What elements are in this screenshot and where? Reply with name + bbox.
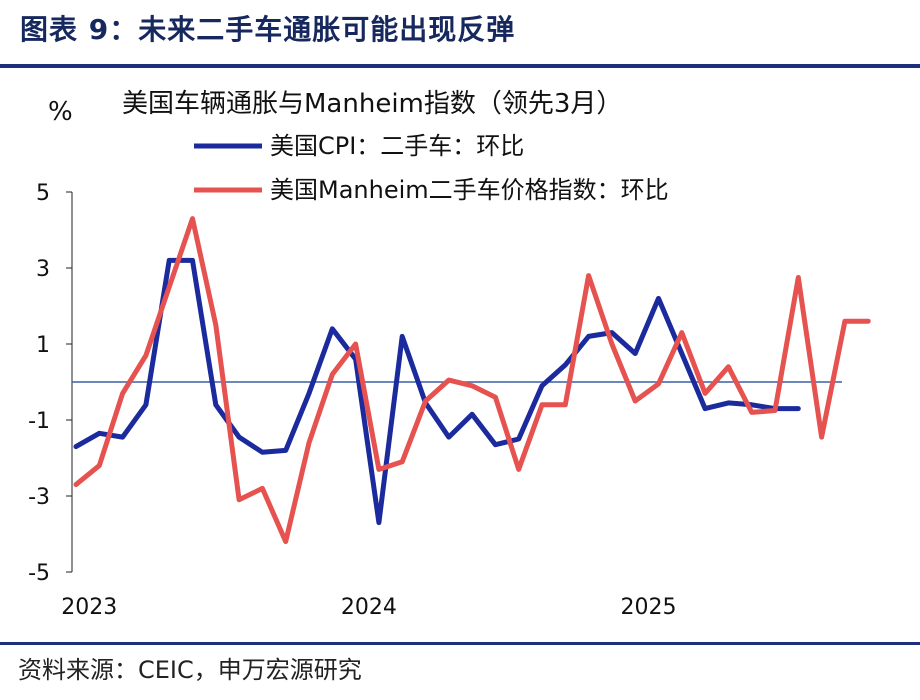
x-tick-label: 2025 — [621, 595, 677, 620]
legend-label: 美国Manheim二手车价格指数：环比 — [270, 176, 669, 204]
x-tick-label: 2024 — [341, 595, 397, 620]
y-tick-label: -1 — [28, 409, 50, 434]
chart-area: % 美国车辆通胀与Manheim指数（领先3月） 美国CPI：二手车：环比美国Man… — [0, 72, 920, 640]
series-line-manheim-index — [73, 216, 871, 545]
y-unit-label: % — [48, 97, 73, 127]
line-chart: % 美国车辆通胀与Manheim指数（领先3月） 美国CPI：二手车：环比美国Man… — [28, 89, 871, 620]
legend-label: 美国CPI：二手车：环比 — [270, 132, 524, 160]
y-tick-label: -5 — [28, 561, 50, 586]
y-tick-label: 3 — [36, 257, 50, 282]
title-divider — [0, 64, 920, 68]
x-tick-label: 2023 — [61, 595, 117, 620]
y-tick-label: 1 — [36, 333, 50, 358]
y-tick-label: 5 — [36, 181, 50, 206]
y-tick-label: -3 — [28, 485, 50, 510]
chart-title: 美国车辆通胀与Manheim指数（领先3月） — [122, 89, 622, 119]
source-note: 资料来源：CEIC，申万宏源研究 — [18, 656, 362, 684]
figure-title: 图表 9：未来二手车通胀可能出现反弹 — [20, 13, 516, 46]
source-divider — [0, 642, 920, 645]
